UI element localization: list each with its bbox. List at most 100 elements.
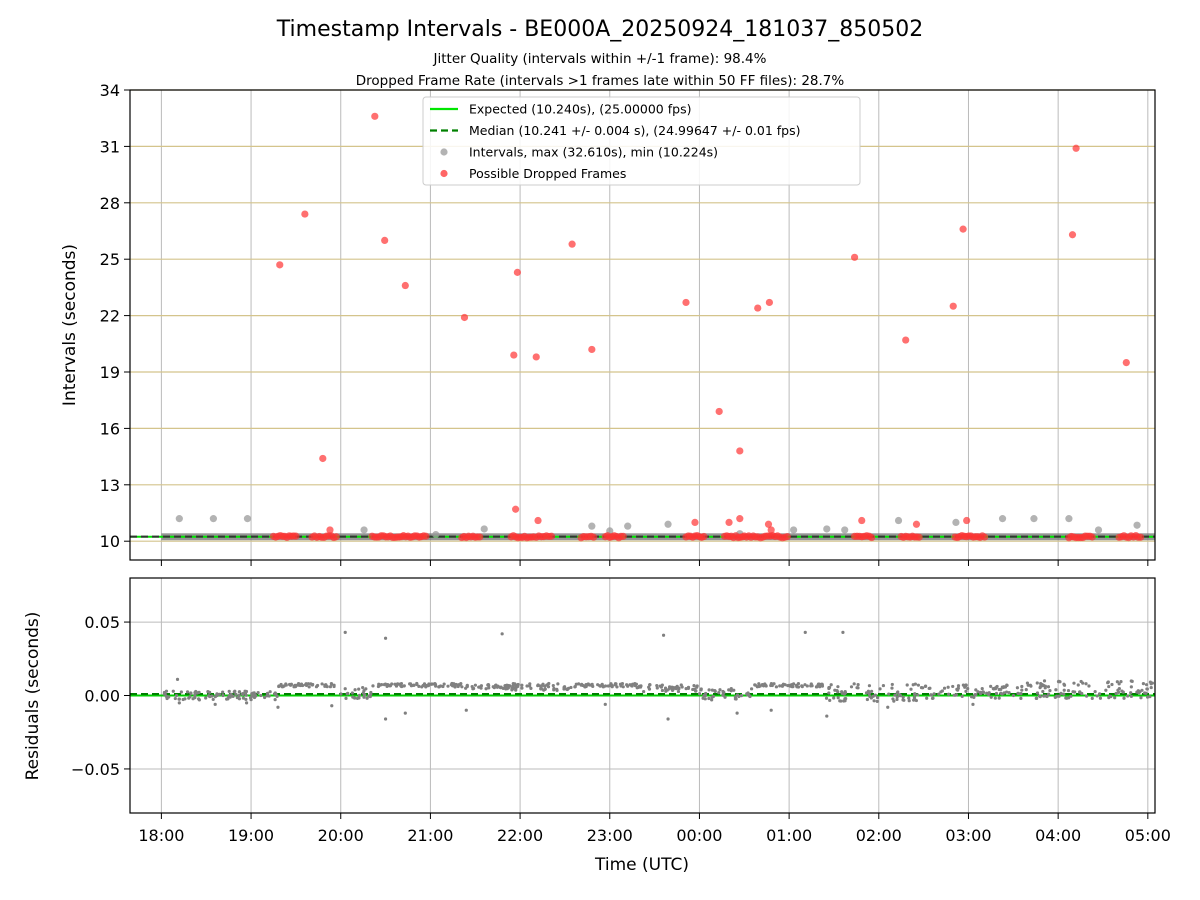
residual-point xyxy=(875,695,880,700)
residual-outlier-18 xyxy=(244,701,249,705)
residual-point xyxy=(912,695,917,700)
residual-point xyxy=(625,683,629,687)
residual-point xyxy=(692,684,696,688)
residual-outlier-10 xyxy=(330,704,334,708)
residual-point xyxy=(893,693,897,697)
residual-point xyxy=(909,687,913,691)
residual-point xyxy=(228,693,232,697)
residual-point xyxy=(727,688,731,692)
residual-outlier-3 xyxy=(500,632,504,636)
residual-point xyxy=(1140,688,1144,692)
residual-point xyxy=(315,683,320,688)
legend-label-3: Possible Dropped Frames xyxy=(469,166,626,181)
dropped-frame-point-33 xyxy=(1072,144,1080,152)
residual-point xyxy=(658,684,662,688)
dropped-cluster-point xyxy=(332,533,340,541)
residual-point xyxy=(999,691,1003,695)
residual-point xyxy=(364,687,368,691)
residual-point xyxy=(165,696,169,701)
residual-point xyxy=(267,694,271,698)
residual-point xyxy=(1046,692,1051,696)
residual-point xyxy=(1149,682,1153,686)
dropped-frame-point-27 xyxy=(902,336,910,344)
residual-point xyxy=(757,682,761,686)
residual-point xyxy=(437,685,441,689)
residual-point xyxy=(362,695,366,699)
dropped-cluster-12 xyxy=(756,531,791,542)
residual-point xyxy=(664,689,668,693)
residual-point xyxy=(931,696,935,700)
residual-point xyxy=(1106,680,1110,684)
residual-point xyxy=(684,686,688,691)
residual-point xyxy=(1067,696,1071,700)
residual-point xyxy=(1019,692,1023,696)
residual-outlier-8 xyxy=(403,711,407,715)
residual-point xyxy=(989,695,993,699)
residual-point xyxy=(648,683,652,687)
residual-point xyxy=(215,692,219,696)
residual-point xyxy=(484,687,488,691)
dropped-frame-point-29 xyxy=(949,302,957,310)
residual-point xyxy=(1019,696,1023,700)
residual-point xyxy=(1002,691,1006,695)
residual-point xyxy=(1114,691,1118,696)
residual-point xyxy=(1020,688,1024,692)
residual-point xyxy=(669,686,674,690)
dropped-cluster-point xyxy=(915,533,923,541)
interval-point-15 xyxy=(952,518,960,527)
residual-point xyxy=(836,685,840,689)
residual-point xyxy=(1115,680,1119,684)
residual-point xyxy=(173,696,177,701)
residual-point xyxy=(856,683,860,687)
residual-point xyxy=(251,691,255,695)
residual-point xyxy=(343,687,347,691)
residual-point xyxy=(275,694,279,698)
dropped-cluster-17 xyxy=(1115,531,1145,542)
residual-point xyxy=(1062,688,1066,692)
residual-point xyxy=(529,686,533,690)
dropped-cluster-9 xyxy=(682,531,708,541)
residual-point xyxy=(925,696,929,700)
residual-point xyxy=(479,684,484,688)
residual-point xyxy=(843,697,847,701)
residual-point xyxy=(827,691,831,695)
residual-point xyxy=(197,690,201,694)
residual-point xyxy=(1121,690,1125,694)
residual-point xyxy=(603,684,608,688)
residual-point xyxy=(499,685,503,689)
residual-point xyxy=(1062,683,1067,687)
residuals-y-tick-label-0: −0.05 xyxy=(71,760,120,779)
residual-point xyxy=(265,691,270,695)
residual-outlier-20 xyxy=(886,705,890,709)
dropped-frame-point-25 xyxy=(850,253,859,261)
residual-point xyxy=(796,681,801,686)
residual-point xyxy=(520,686,524,690)
residual-band-0 xyxy=(162,689,279,702)
residual-point xyxy=(193,693,197,697)
intervals-marks xyxy=(130,112,1155,542)
residual-point xyxy=(292,685,296,689)
dropped-cluster-point xyxy=(590,533,598,541)
residual-point xyxy=(1071,690,1075,694)
residual-point xyxy=(670,688,675,692)
residual-point xyxy=(1090,696,1094,700)
dropped-frame-point-28 xyxy=(912,520,921,528)
residual-point xyxy=(647,687,652,691)
residual-point xyxy=(520,683,524,687)
residual-point xyxy=(189,691,193,695)
residual-point xyxy=(774,685,779,689)
residual-point xyxy=(869,696,873,700)
dropped-frame-point-2 xyxy=(319,454,327,463)
residual-point xyxy=(1055,694,1059,698)
residual-point xyxy=(686,685,691,689)
residual-point xyxy=(486,683,490,687)
residual-outlier-7 xyxy=(383,717,388,721)
residual-outlier-14 xyxy=(769,708,773,712)
residual-point xyxy=(539,687,543,691)
residual-point xyxy=(942,686,947,690)
x-tick-label-7: 01:00 xyxy=(766,826,812,845)
residual-point xyxy=(1046,685,1051,689)
residual-point xyxy=(618,682,623,686)
residual-point xyxy=(832,696,836,700)
legend-label-0: Expected (10.240s), (25.00000 fps) xyxy=(469,102,691,117)
